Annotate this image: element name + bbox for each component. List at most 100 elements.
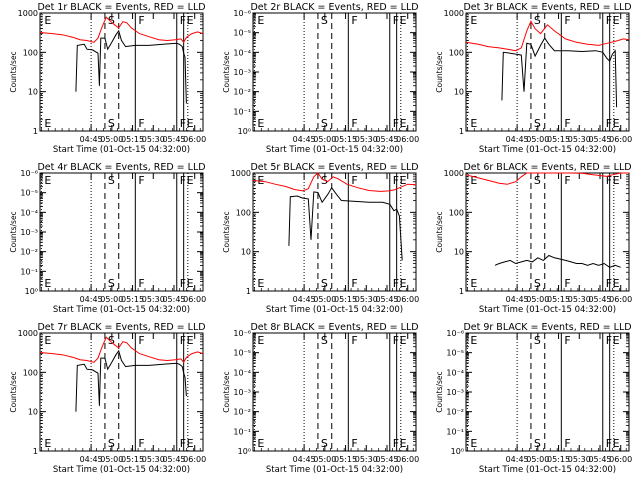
series-events-line [494,254,621,268]
marker-label-bottom: F [351,437,357,450]
x-tick-label: 04:45 [80,455,103,464]
x-tick-label: 05:00 [100,455,123,464]
marker-label-top: S [534,174,541,187]
plot-frame [465,172,630,292]
y-tick-label: 10 [454,248,464,257]
marker-label-bottom: S [534,117,541,130]
x-tick-label: 05:45 [162,135,185,144]
y-tick-label: 100 [449,208,464,217]
marker-label-bottom: F [564,117,570,130]
x-tick-label: 06:00 [396,295,419,304]
marker-label-top: F [564,174,570,187]
marker-label-bottom: S [108,277,115,290]
x-tick-label: 05:15 [334,295,357,304]
x-tick-label: 05:00 [100,295,123,304]
y-tick-label: 1000 [444,169,464,178]
marker-label-top: F [564,334,570,347]
x-tick-label: 05:45 [375,135,398,144]
marker-label-top: E [187,174,194,187]
marker-label-bottom: F [351,117,357,130]
marker-label-top: S [108,14,115,27]
marker-label-bottom: F [180,437,186,450]
series-lld-line [39,16,204,44]
y-tick-label: 10⁻⁶ [233,9,251,18]
marker-label-bottom: S [321,277,328,290]
marker-label-top: F [138,14,144,27]
panel-det-7: Det 7r BLACK = Events, RED = LLD 1 10 100 10… [9,322,206,475]
x-tick-label: 05:45 [588,295,611,304]
marker-label-top: S [321,334,328,347]
y-tick-label: 10⁻⁵ [446,349,464,358]
panel-title: Det 3r BLACK = Events, RED = LLD [463,2,631,13]
marker-label-bottom: F [180,277,186,290]
y-tick-label: 10⁻² [446,408,464,417]
y-tick-label: 1000 [18,329,38,338]
marker-label-top: E [257,334,264,347]
panel-det-9: Det 9r BLACK = Events, RED = LLD 10⁰ 10⁻¹ 1… [435,322,632,475]
marker-label-top: E [400,14,407,27]
marker-label-bottom: E [44,437,51,450]
marker-label-top: E [470,174,477,187]
marker-label-bottom: S [108,117,115,130]
x-tick-label: 04:45 [80,295,103,304]
x-tick-label: 06:00 [396,135,419,144]
y-axis-label: Counts/sec [222,211,231,252]
panel-det-1: Det 1r BLACK = Events, RED = LLD 1 10 100 10… [9,2,206,155]
y-tick-label: 1000 [18,9,38,18]
marker-label-top: S [534,14,541,27]
plot-frame [39,332,204,452]
marker-label-bottom: E [187,277,194,290]
x-tick-label: 05:00 [313,455,336,464]
x-tick-label: 05:15 [121,135,144,144]
marker-label-bottom: S [321,117,328,130]
marker-label-bottom: F [393,117,399,130]
y-tick-label: 100 [23,368,38,377]
x-tick-label: 05:00 [313,135,336,144]
plot-frame [252,332,417,452]
y-axis-label: Counts/sec [435,371,444,412]
marker-label-top: F [606,334,612,347]
marker-label-bottom: E [400,437,407,450]
marker-label-top: E [187,334,194,347]
marker-label-bottom: F [351,277,357,290]
marker-label-bottom: F [393,437,399,450]
x-tick-label: 05:00 [526,135,549,144]
x-axis-label: Start Time (01-Oct-15 04:32:00) [266,305,403,315]
x-tick-label: 06:00 [609,455,632,464]
x-tick-label: 05:15 [121,455,144,464]
marker-label-top: E [44,174,51,187]
y-tick-label: 1000 [444,9,464,18]
x-tick-label: 05:45 [162,295,185,304]
plot-frame [252,172,417,292]
x-tick-label: 05:15 [121,295,144,304]
marker-label-bottom: E [257,117,264,130]
marker-label-bottom: F [180,117,186,130]
y-tick-label: 10 [28,88,38,97]
marker-label-top: F [138,174,144,187]
x-axis-label: Start Time (01-Oct-15 04:32:00) [479,305,616,315]
panel-title: Det 9r BLACK = Events, RED = LLD [463,322,631,333]
x-tick-label: 06:00 [609,135,632,144]
y-tick-label: 10 [241,248,251,257]
y-tick-label: 10⁻⁴ [20,208,38,217]
x-tick-label: 06:00 [183,295,206,304]
y-tick-label: 10⁻³ [446,388,464,397]
marker-label-top: F [180,14,186,27]
x-tick-label: 04:45 [80,135,103,144]
marker-label-bottom: E [400,277,407,290]
x-tick-label: 05:30 [142,455,165,464]
y-tick-label: 10⁻³ [20,228,38,237]
y-tick-label: 10⁻⁴ [446,368,464,377]
marker-label-bottom: E [44,117,51,130]
marker-label-bottom: F [564,437,570,450]
y-tick-label: 10⁰ [25,287,38,296]
marker-label-top: E [613,174,620,187]
y-tick-label: 10⁻⁶ [233,329,251,338]
series-lld-line [465,172,629,185]
marker-label-top: F [180,334,186,347]
x-axis-label: Start Time (01-Oct-15 04:32:00) [479,145,616,155]
marker-label-bottom: E [44,277,51,290]
y-tick-label: 10⁻¹ [20,267,38,276]
plot-frame [39,172,204,292]
panel-det-3: Det 3r BLACK = Events, RED = LLD 1 10 100 10… [435,2,632,155]
